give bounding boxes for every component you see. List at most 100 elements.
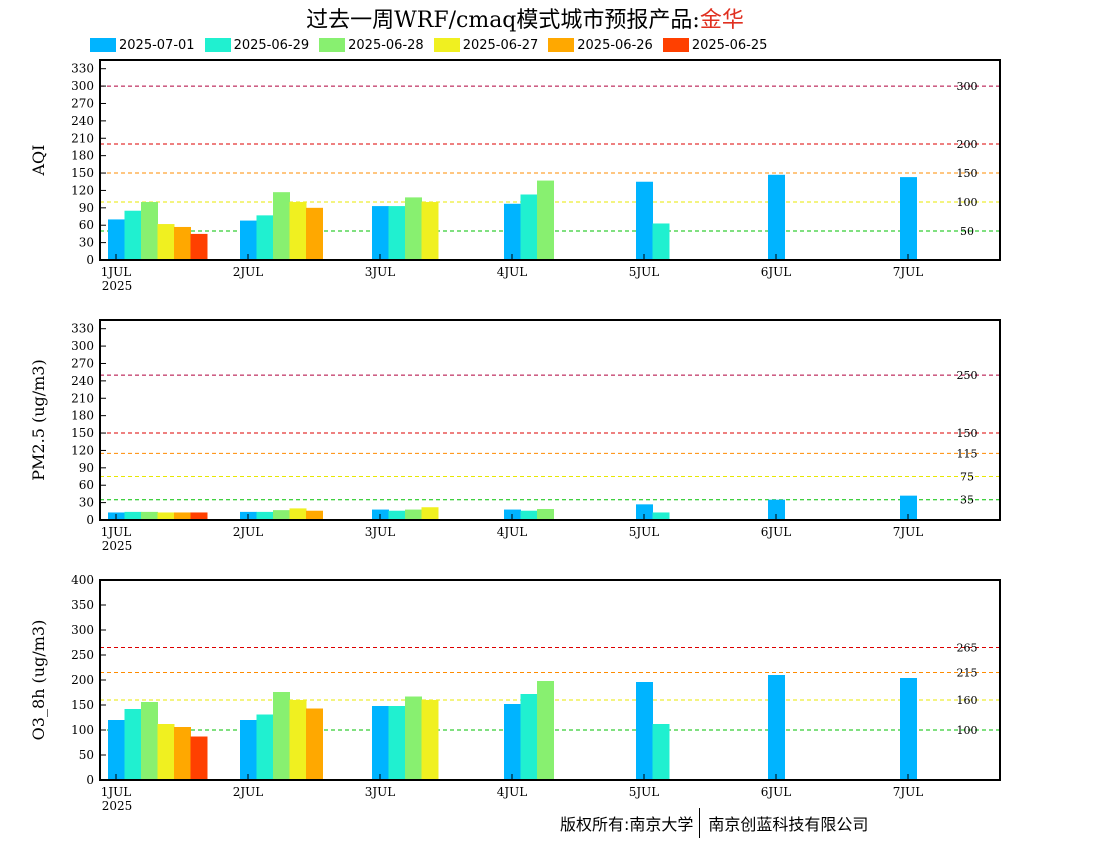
bar xyxy=(306,207,323,260)
y-tick-label: 240 xyxy=(71,374,94,388)
bar xyxy=(289,508,307,520)
bar xyxy=(652,724,670,780)
bar xyxy=(388,706,406,780)
bar xyxy=(504,203,521,260)
x-year-label: 2025 xyxy=(102,279,133,293)
y-tick-label: 90 xyxy=(79,461,94,475)
plot-frame xyxy=(99,59,1001,261)
y-tick-label: 180 xyxy=(71,409,94,423)
y-tick-label: 100 xyxy=(71,723,94,737)
x-tick-label: 1JUL xyxy=(101,265,132,279)
bar xyxy=(240,220,257,260)
legend-item: 2025-06-26 xyxy=(548,36,653,54)
x-tick-label: 6JUL xyxy=(761,265,792,279)
bar xyxy=(108,219,125,260)
y-tick-label: 270 xyxy=(71,96,94,110)
bar xyxy=(157,512,175,520)
bar xyxy=(520,510,538,520)
y-tick-label: 0 xyxy=(86,773,94,787)
y-tick-label: 30 xyxy=(79,496,94,510)
y-tick-label: 120 xyxy=(71,443,94,457)
x-tick-label: 7JUL xyxy=(893,265,924,279)
bar xyxy=(256,714,274,780)
x-tick-label: 3JUL xyxy=(365,265,396,279)
legend-label: 2025-06-26 xyxy=(577,37,653,53)
bar xyxy=(256,511,274,520)
bar xyxy=(174,727,191,780)
x-tick-label: 4JUL xyxy=(497,785,528,799)
threshold-label: 250 xyxy=(957,369,978,382)
threshold-label: 100 xyxy=(957,196,978,209)
bar xyxy=(372,206,389,260)
x-tick-label: 4JUL xyxy=(497,525,528,539)
bar xyxy=(421,507,439,520)
bar xyxy=(405,696,422,780)
bar xyxy=(388,206,406,260)
bar xyxy=(289,202,307,260)
x-tick-label: 2JUL xyxy=(233,525,264,539)
legend-label: 2025-06-29 xyxy=(233,37,310,53)
x-tick-label: 2JUL xyxy=(233,785,264,799)
bar xyxy=(256,215,274,260)
bar xyxy=(306,708,323,780)
y-tick-label: 0 xyxy=(86,513,94,527)
y-tick-label: 240 xyxy=(71,114,94,128)
bar xyxy=(273,192,290,260)
legend-swatch xyxy=(662,38,689,52)
bar xyxy=(537,180,554,260)
copyright-company: 南京创蓝科技有限公司 xyxy=(708,815,869,834)
bar xyxy=(768,174,785,260)
y-tick-label: 0 xyxy=(86,253,94,267)
x-tick-label: 3JUL xyxy=(365,785,396,799)
bar xyxy=(636,504,653,520)
legend-swatch xyxy=(319,38,346,52)
bar xyxy=(636,682,653,780)
bar xyxy=(900,495,917,520)
legend: 2025-07-01 2025-06-29 2025-06-28 2025-06… xyxy=(90,36,777,54)
x-tick-label: 1JUL xyxy=(101,785,132,799)
legend-item: 2025-06-28 xyxy=(319,36,424,54)
bar xyxy=(273,510,290,520)
x-tick-label: 2JUL xyxy=(233,265,264,279)
legend-label: 2025-07-01 xyxy=(119,37,195,53)
bar xyxy=(768,675,785,780)
bar xyxy=(174,512,191,520)
y-axis-label: O3_8h (ug/m3) xyxy=(29,620,48,741)
bar xyxy=(421,202,439,260)
y-tick-label: 400 xyxy=(71,573,94,587)
y-tick-label: 270 xyxy=(71,356,94,370)
y-axis-label: PM2.5 (ug/m3) xyxy=(29,359,48,480)
threshold-label: 200 xyxy=(957,138,978,151)
bar xyxy=(190,233,208,260)
y-tick-label: 120 xyxy=(71,183,94,197)
bar xyxy=(124,709,142,780)
x-tick-label: 7JUL xyxy=(893,785,924,799)
x-tick-label: 1JUL xyxy=(101,525,132,539)
legend-item: 2025-06-25 xyxy=(662,36,767,54)
bar xyxy=(289,700,307,780)
y-tick-label: 180 xyxy=(71,149,94,163)
bar xyxy=(900,177,917,260)
copyright-owner: 版权所有:南京大学 xyxy=(560,815,694,834)
y-tick-label: 300 xyxy=(71,623,94,637)
x-tick-label: 5JUL xyxy=(629,525,660,539)
footer: 版权所有:南京大学 南京创蓝科技有限公司 xyxy=(560,808,868,838)
bar xyxy=(157,724,175,780)
bar xyxy=(273,692,290,780)
title-city: 金华 xyxy=(699,8,744,33)
threshold-label: 160 xyxy=(957,694,978,707)
bar xyxy=(141,511,158,520)
bar xyxy=(306,510,323,520)
bar xyxy=(124,511,142,520)
threshold-label: 300 xyxy=(957,80,978,93)
bar xyxy=(372,706,389,780)
bar xyxy=(141,702,158,780)
y-tick-label: 150 xyxy=(71,426,94,440)
bar xyxy=(537,681,554,780)
threshold-label: 100 xyxy=(957,724,978,737)
bar xyxy=(768,499,785,520)
bar xyxy=(174,226,191,260)
legend-swatch xyxy=(433,38,460,52)
bar xyxy=(190,736,208,780)
bar xyxy=(124,210,142,260)
